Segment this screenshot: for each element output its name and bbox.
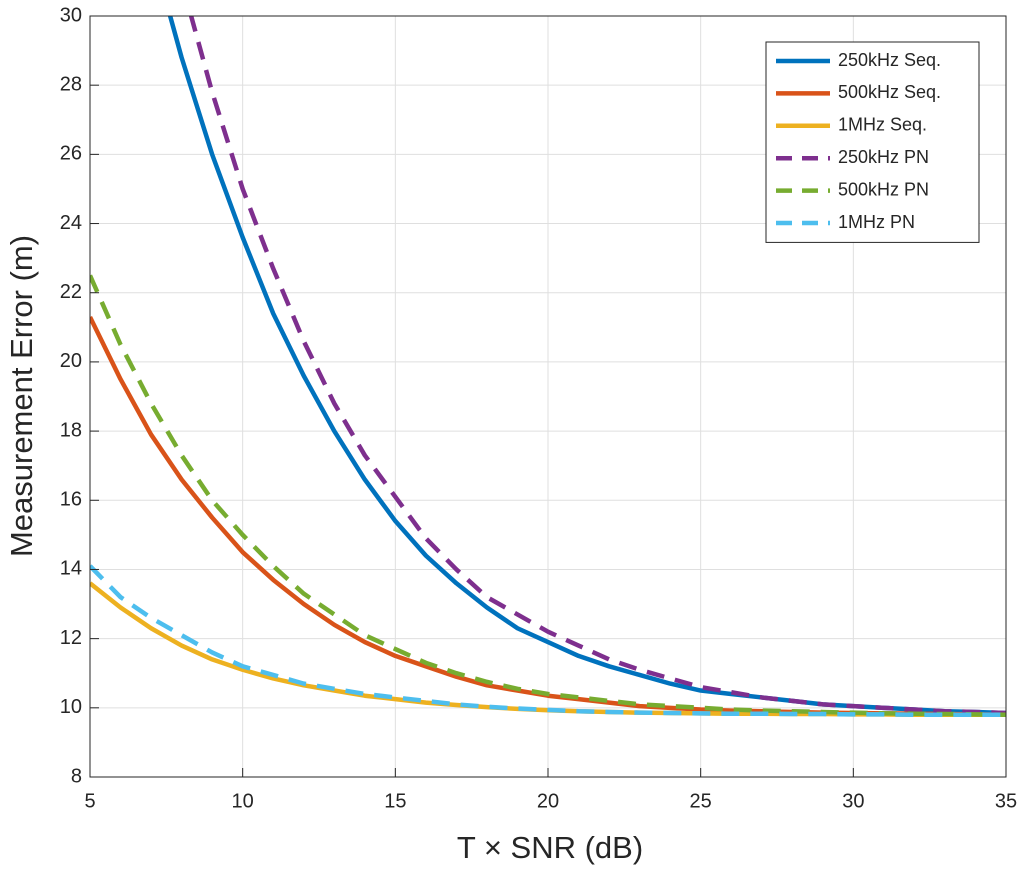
x-tick-label: 25 (690, 790, 712, 812)
y-tick-label: 22 (60, 281, 82, 303)
legend-box (765, 41, 980, 243)
y-tick-label: 26 (60, 143, 82, 165)
legend-label: 250kHz Seq. (838, 50, 941, 70)
y-tick-label: 10 (60, 696, 82, 718)
legend-label: 500kHz Seq. (838, 82, 941, 102)
x-tick-label: 30 (842, 790, 864, 812)
x-tick-label: 20 (537, 790, 559, 812)
y-axis-label: Measurement Error (m) (4, 235, 39, 557)
ticks: 5 10 15 20 25 30 35 8 10 12 14 16 18 20 22 24 26 28 30 (60, 4, 1017, 812)
x-tick-label: 35 (995, 790, 1017, 812)
x-tick-label: 5 (84, 790, 95, 812)
y-tick-label: 8 (71, 765, 82, 787)
y-tick-label: 24 (60, 212, 82, 234)
series-line (90, 564, 1006, 717)
x-axis-label: T × SNR (dB) (457, 830, 643, 865)
y-tick-label: 16 (60, 489, 82, 511)
y-tick-label: 20 (60, 350, 82, 372)
x-tick-label: 10 (232, 790, 254, 812)
y-tick-label: 30 (60, 4, 82, 26)
legend: 250kHz Seq. 500kHz Seq. 1MHz Seq. 250kHz PN… (765, 41, 980, 243)
y-tick-label: 12 (60, 627, 82, 649)
y-tick-label: 14 (60, 558, 82, 580)
series-line (188, 16, 1006, 716)
legend-label: 1MHz PN (838, 212, 915, 232)
lines (90, 16, 1006, 717)
legend-label: 250kHz PN (838, 147, 929, 167)
y-tick-label: 28 (60, 73, 82, 95)
y-tick-label: 18 (60, 419, 82, 441)
legend-label: 500kHz PN (838, 179, 929, 199)
x-tick-label: 15 (384, 790, 406, 812)
legend-label: 1MHz Seq. (838, 115, 927, 135)
